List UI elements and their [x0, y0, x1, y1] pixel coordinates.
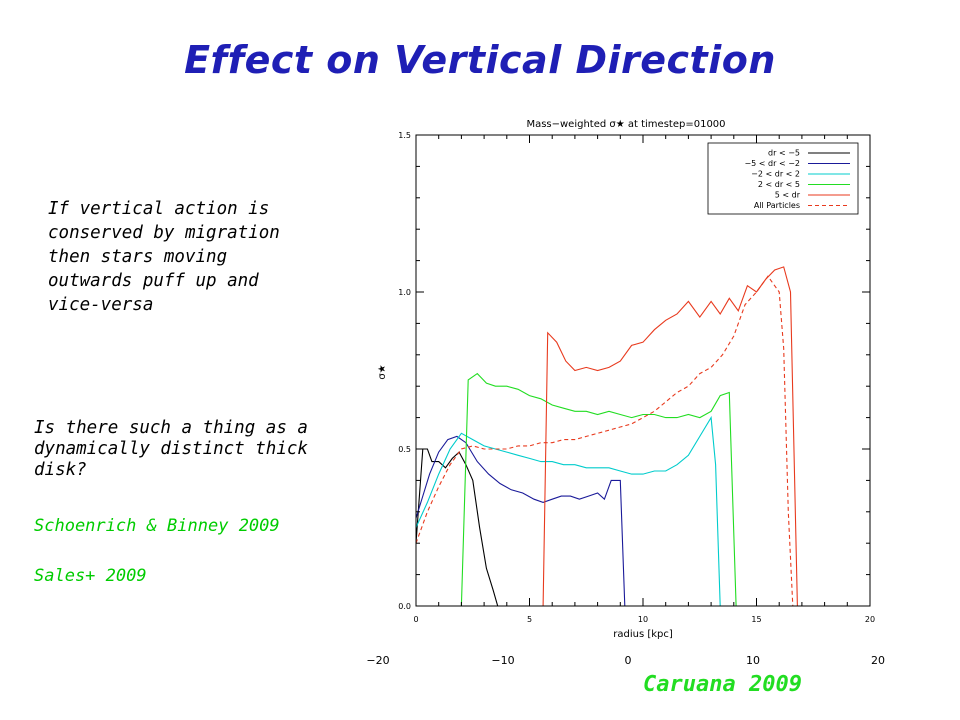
outer-x-tick-label: 20 [871, 654, 885, 667]
x-tick-label: 15 [751, 615, 761, 624]
series-line-1 [415, 448, 499, 607]
figure-credit: Caruana 2009 [643, 672, 802, 697]
legend-entry-label: dr < −5 [768, 149, 800, 158]
thick-disk-question: Is there such a thing as a dynamically d… [34, 418, 308, 480]
y-tick-label: 1.5 [398, 131, 411, 140]
x-tick-label: 20 [865, 615, 875, 624]
series-line-6 [415, 275, 794, 607]
legend-entry-label: −5 < dr < −2 [744, 159, 800, 168]
y-tick-label: 0.0 [398, 602, 411, 611]
x-tick-label: 5 [527, 615, 532, 624]
slide-title: Effect on Vertical Direction [184, 38, 776, 82]
legend-entry-label: All Particles [754, 201, 800, 210]
outer-x-tick-label: −20 [366, 654, 389, 667]
outer-x-tick-label: −10 [491, 654, 514, 667]
vertical-action-paragraph: If vertical action is conserved by migra… [48, 199, 280, 315]
series-line-2 [415, 435, 626, 607]
legend-box [707, 142, 859, 215]
outer-x-tick-label: 10 [746, 654, 760, 667]
legend-entry-label: −2 < dr < 2 [751, 170, 800, 179]
y-axis-label: σ★ [377, 364, 388, 379]
x-tick-label: 0 [413, 615, 418, 624]
y-tick-label: 0.5 [398, 445, 411, 454]
legend-entry-label: 5 < dr [775, 191, 801, 200]
x-axis-label: radius [kpc] [613, 629, 673, 640]
y-tick-label: 1.0 [398, 288, 411, 297]
series-line-4 [460, 372, 737, 607]
reference-schoenrich-binney: Schoenrich & Binney 2009 [34, 516, 280, 536]
legend-entry-label: 2 < dr < 5 [758, 180, 800, 189]
x-tick-label: 10 [638, 615, 648, 624]
outer-x-tick-label: 0 [625, 654, 632, 667]
chart-title: Mass−weighted σ★ at timestep=01000 [526, 119, 725, 130]
reference-sales: Sales+ 2009 [34, 566, 147, 586]
series-line-3 [415, 415, 721, 607]
